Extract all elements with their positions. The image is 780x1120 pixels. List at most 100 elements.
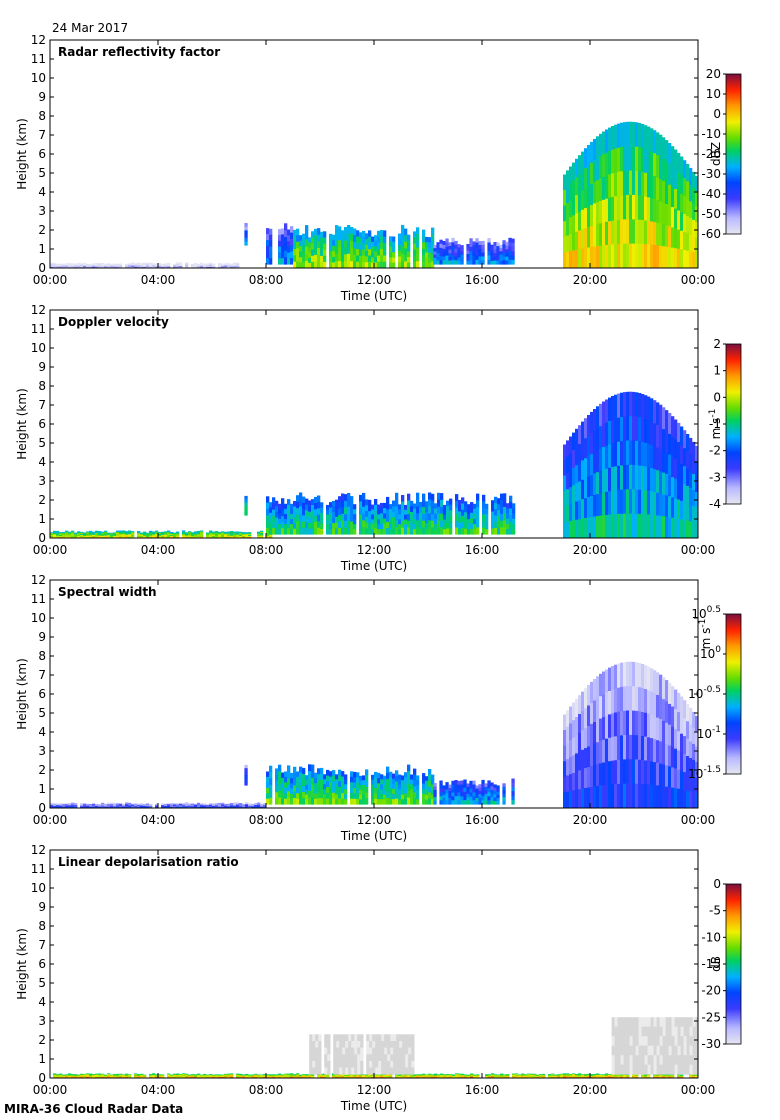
- heatmap-cell: [590, 723, 594, 746]
- heatmap-cell: [410, 517, 414, 524]
- heatmap-cell: [341, 771, 345, 777]
- heatmap-cell: [680, 249, 684, 268]
- heatmap-cell: [173, 1075, 177, 1077]
- heatmap-cell: [647, 220, 651, 245]
- heatmap-cell: [131, 262, 135, 264]
- heatmap-cell: [422, 513, 426, 522]
- heatmap-cell: [581, 1074, 585, 1076]
- heatmap-cell: [587, 746, 591, 768]
- heatmap-cell: [644, 1075, 648, 1077]
- heatmap-cell: [401, 794, 405, 800]
- heatmap-cell: [302, 1075, 306, 1077]
- heatmap-cell: [434, 1075, 438, 1077]
- heatmap-cell: [433, 800, 437, 805]
- heatmap-cell: [593, 430, 597, 453]
- heatmap-cell: [563, 475, 567, 492]
- heatmap-cell: [407, 771, 411, 779]
- heatmap-cell: [686, 486, 690, 504]
- heatmap-cell: [341, 787, 345, 794]
- heatmap-cell: [469, 780, 473, 786]
- heatmap-cell: [599, 1076, 603, 1078]
- heatmap-cell: [380, 255, 384, 262]
- heatmap-cell: [469, 238, 473, 243]
- heatmap-cell: [653, 446, 657, 470]
- heatmap-cell: [404, 261, 408, 268]
- heatmap-cell: [692, 743, 696, 761]
- heatmap-cell: [176, 265, 180, 267]
- heatmap-cell: [244, 241, 248, 246]
- heatmap-cell: [590, 411, 594, 434]
- heatmap-cell: [404, 524, 408, 530]
- heatmap-cell: [98, 806, 102, 808]
- heatmap-cell: [569, 1074, 573, 1076]
- heatmap-cell: [269, 252, 273, 259]
- heatmap-cell: [345, 1047, 349, 1055]
- heatmap-cell: [505, 260, 509, 265]
- heatmap-cell: [554, 1076, 558, 1078]
- heatmap-cell: [611, 1045, 615, 1056]
- heatmap-cell: [620, 662, 624, 688]
- heatmap-cell: [242, 805, 246, 807]
- heatmap-cell: [689, 1075, 693, 1077]
- heatmap-cell: [662, 180, 666, 204]
- heatmap-cell: [448, 249, 452, 254]
- heatmap-cell: [65, 1076, 69, 1078]
- heatmap-cell: [278, 229, 282, 236]
- heatmap-cell: [158, 532, 162, 534]
- heatmap-cell: [431, 241, 435, 249]
- heatmap-cell: [278, 513, 282, 520]
- heatmap-cell: [101, 265, 105, 267]
- heatmap-cell: [125, 534, 129, 537]
- heatmap-cell: [502, 244, 506, 249]
- heatmap-cell: [311, 1076, 315, 1078]
- heatmap-cell: [407, 791, 411, 798]
- heatmap-cell: [341, 782, 345, 788]
- heatmap-cell: [317, 248, 321, 256]
- heatmap-cell: [194, 535, 198, 538]
- heatmap-cell: [248, 1075, 252, 1077]
- heatmap-cell: [431, 247, 435, 255]
- heatmap-cell: [101, 532, 105, 535]
- heatmap-cell: [448, 260, 452, 265]
- heatmap-cell: [266, 246, 270, 253]
- heatmap-cell: [374, 510, 378, 517]
- heatmap-cell: [308, 237, 312, 243]
- heatmap-cell: [518, 1075, 522, 1077]
- heatmap-cell: [440, 493, 444, 501]
- heatmap-cell: [472, 241, 476, 246]
- heatmap-cell: [491, 500, 495, 507]
- heatmap-cell: [425, 790, 429, 796]
- heatmap-cell: [80, 1075, 84, 1077]
- heatmap-cell: [599, 740, 603, 764]
- heatmap-cell: [611, 1017, 615, 1028]
- heatmap-cell: [89, 1075, 93, 1077]
- heatmap-cell: [161, 266, 165, 268]
- heatmap-cell: [338, 247, 342, 255]
- heatmap-cell: [608, 1075, 612, 1077]
- heatmap-cell: [338, 508, 342, 516]
- heatmap-cell: [92, 806, 96, 808]
- heatmap-cell: [566, 203, 570, 220]
- heatmap-cell: [293, 512, 297, 518]
- heatmap-cell: [584, 1075, 588, 1077]
- heatmap-cell: [695, 461, 698, 477]
- heatmap-cell: [362, 513, 366, 521]
- heatmap-cell: [439, 251, 443, 257]
- heatmap-cell: [365, 781, 369, 788]
- heatmap-cell: [472, 784, 476, 789]
- heatmap-cell: [407, 256, 411, 263]
- heatmap-cell: [575, 753, 579, 772]
- heatmap-cell: [494, 528, 498, 535]
- heatmap-cell: [386, 1075, 390, 1077]
- heatmap-cell: [119, 1075, 123, 1077]
- heatmap-cell: [650, 514, 654, 538]
- heatmap-cell: [596, 246, 600, 268]
- heatmap-cell: [381, 1047, 385, 1055]
- heatmap-cell: [155, 534, 159, 536]
- heatmap-cell: [212, 534, 216, 537]
- heatmap-cell: [386, 785, 390, 793]
- heatmap-cell: [239, 531, 243, 534]
- heatmap-cell: [665, 410, 669, 432]
- heatmap-cell: [464, 1076, 468, 1078]
- heatmap-cell: [491, 1076, 495, 1078]
